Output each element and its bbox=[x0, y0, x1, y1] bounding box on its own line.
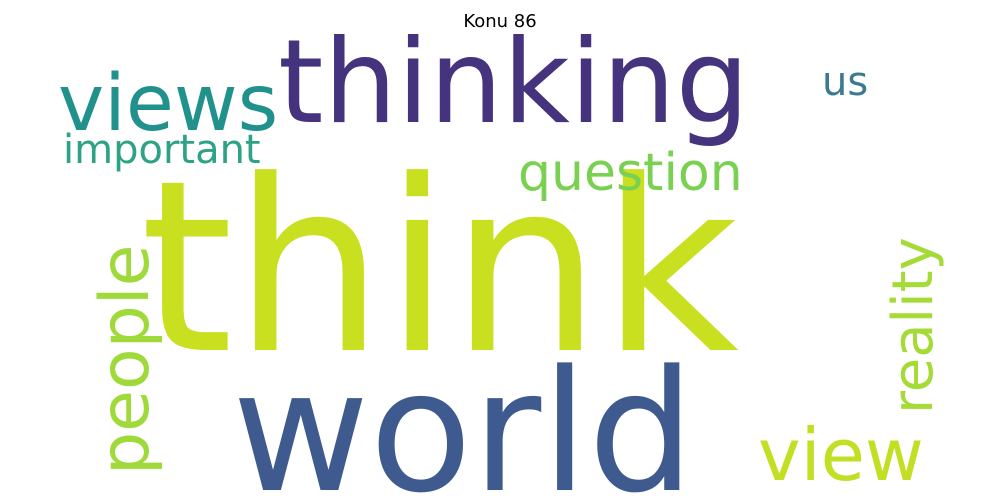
word-views: views bbox=[58, 59, 278, 149]
word-think: think bbox=[140, 130, 739, 407]
word-thinking: thinking bbox=[278, 15, 749, 150]
word-us: us bbox=[822, 59, 868, 105]
word-view: view bbox=[758, 413, 924, 497]
word-people: people bbox=[86, 245, 165, 476]
word-question: question bbox=[518, 143, 743, 203]
word-important: important bbox=[63, 127, 261, 173]
chart-title: Konu 86 bbox=[463, 11, 537, 32]
word-reality: reality bbox=[881, 237, 946, 414]
word-world: world bbox=[232, 334, 695, 500]
